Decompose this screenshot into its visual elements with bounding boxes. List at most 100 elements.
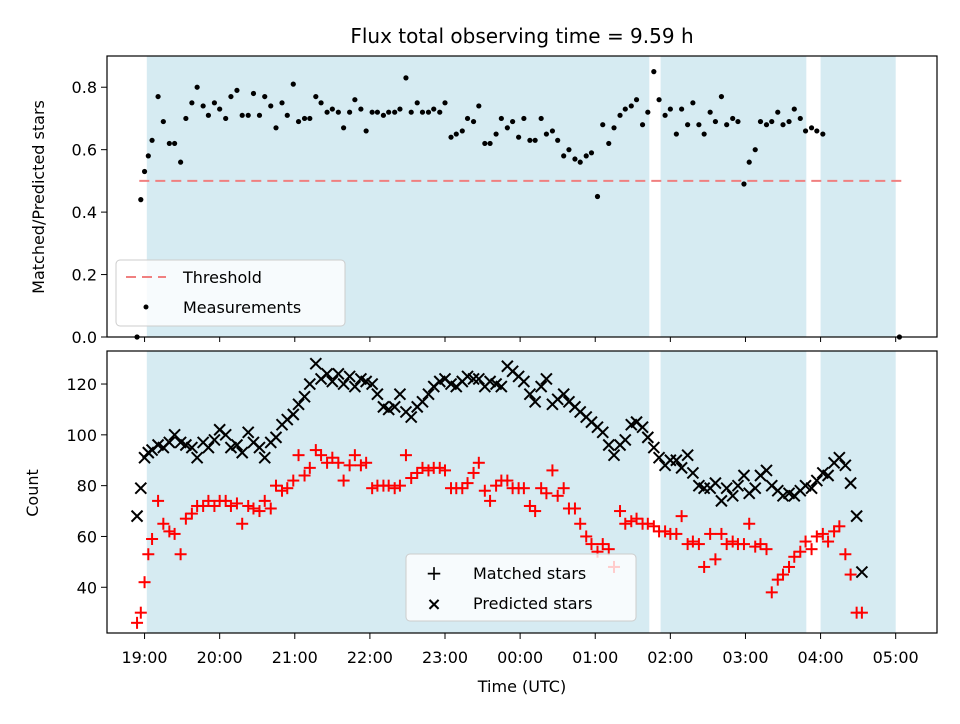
ratio-point [617, 112, 623, 118]
ratio-point [392, 109, 398, 115]
ratio-ylabel: Matched/Predicted stars [29, 100, 48, 294]
predicted-mark-stroke [377, 400, 390, 414]
ratio-point [166, 140, 172, 147]
predicted-point [528, 395, 542, 409]
ratio-point [464, 115, 471, 122]
ratio-point [217, 106, 223, 112]
predicted-mark-stroke [562, 395, 576, 409]
ratio-point [656, 97, 662, 103]
ratio-panel: 0.00.20.40.60.8 Matched/Predicted stars … [29, 55, 938, 347]
ratio-points [134, 69, 903, 340]
legend-measurements-label: Measurements [183, 298, 301, 317]
legend-predicted-label: Predicted stars [473, 594, 593, 613]
predicted-mark-stroke [309, 357, 323, 370]
matched-point [810, 530, 823, 543]
xtick-label: 19:00 [122, 648, 168, 667]
matched-point [208, 499, 221, 512]
ratio-point [651, 69, 657, 75]
ratio-point [313, 93, 319, 100]
predicted-point [303, 377, 317, 391]
predicted-mark-stroke [630, 415, 643, 429]
predicted-point [619, 433, 632, 447]
predicted-mark-stroke [461, 370, 474, 383]
count-legend-box [405, 553, 637, 622]
count-legend: + Matched stars × Predicted stars [405, 553, 637, 622]
matched-point [157, 517, 170, 530]
predicted-mark-stroke [134, 481, 148, 495]
ratio-point [453, 131, 459, 137]
ratio-point [808, 125, 815, 131]
ratio-legend: Threshold Measurements [115, 259, 346, 327]
ratio-point [374, 109, 381, 115]
predicted-mark-stroke [709, 476, 722, 490]
matched-point [197, 499, 210, 512]
predicted-point [393, 387, 407, 401]
matched-point [540, 487, 553, 500]
ratio-point [685, 122, 691, 128]
predicted-mark-stroke [190, 451, 204, 464]
predicted-mark-stroke [844, 476, 857, 490]
ratio-point [301, 115, 308, 122]
matched-point [247, 502, 260, 515]
predicted-mark-stroke [202, 441, 215, 454]
matched-point [433, 461, 446, 474]
predicted-mark-stroke [287, 408, 300, 421]
matched-point [478, 484, 491, 497]
matched-point [393, 479, 406, 492]
ratio-point [797, 115, 803, 122]
predicted-point [242, 426, 255, 439]
predicted-mark-stroke [517, 375, 531, 388]
ratio-point [335, 109, 341, 115]
predicted-mark-stroke [749, 481, 762, 495]
xtick-label: 23:00 [422, 648, 468, 667]
ratio-point [347, 109, 353, 115]
predicted-mark-stroke [219, 428, 232, 442]
predicted-point [839, 459, 852, 472]
ratio-panel-frame [106, 55, 938, 338]
predicted-point [163, 436, 176, 449]
ratio-point [160, 118, 166, 125]
ratio-legend-box [115, 259, 346, 327]
predicted-point [235, 446, 249, 459]
count-xlabel: Time (UTC) [477, 677, 566, 696]
matched-point [698, 560, 711, 573]
matched-point [619, 517, 632, 530]
matched-point [411, 466, 424, 479]
matched-point [416, 461, 429, 474]
ratio-point [701, 131, 707, 137]
predicted-point [731, 479, 745, 492]
ratio-point [324, 109, 330, 115]
predicted-mark-stroke [652, 451, 666, 464]
matched-point [131, 616, 144, 629]
predicted-mark-stroke [179, 438, 193, 452]
ratio-point [189, 100, 195, 106]
matched-point [168, 527, 181, 540]
ratio-point [752, 147, 758, 153]
predicted-point [467, 372, 480, 386]
predicted-mark-stroke [675, 461, 688, 475]
ytick-label: 100 [66, 426, 97, 445]
predicted-point [715, 494, 728, 508]
predicted-point [371, 387, 384, 401]
ratio-point [234, 87, 240, 93]
predicted-mark-stroke [782, 487, 796, 500]
predicted-point [343, 370, 356, 383]
matched-point [726, 535, 739, 548]
count-panel-frame [106, 350, 938, 634]
ratio-point [645, 109, 651, 115]
predicted-mark-stroke [130, 509, 144, 523]
predicted-point [287, 408, 300, 421]
predicted-mark-stroke [467, 372, 480, 386]
ytick-label: 0.4 [72, 203, 97, 222]
predicted-mark-stroke [619, 433, 632, 447]
predicted-mark-stroke [557, 387, 570, 401]
matched-point [546, 464, 559, 477]
matched-point [765, 586, 778, 599]
ratio-point [487, 140, 493, 147]
predicted-point [388, 400, 401, 414]
ratio-point [268, 103, 274, 109]
predicted-point [749, 481, 762, 495]
matched-point [490, 479, 503, 492]
ratio-point [510, 118, 516, 125]
predicted-point [540, 372, 553, 386]
